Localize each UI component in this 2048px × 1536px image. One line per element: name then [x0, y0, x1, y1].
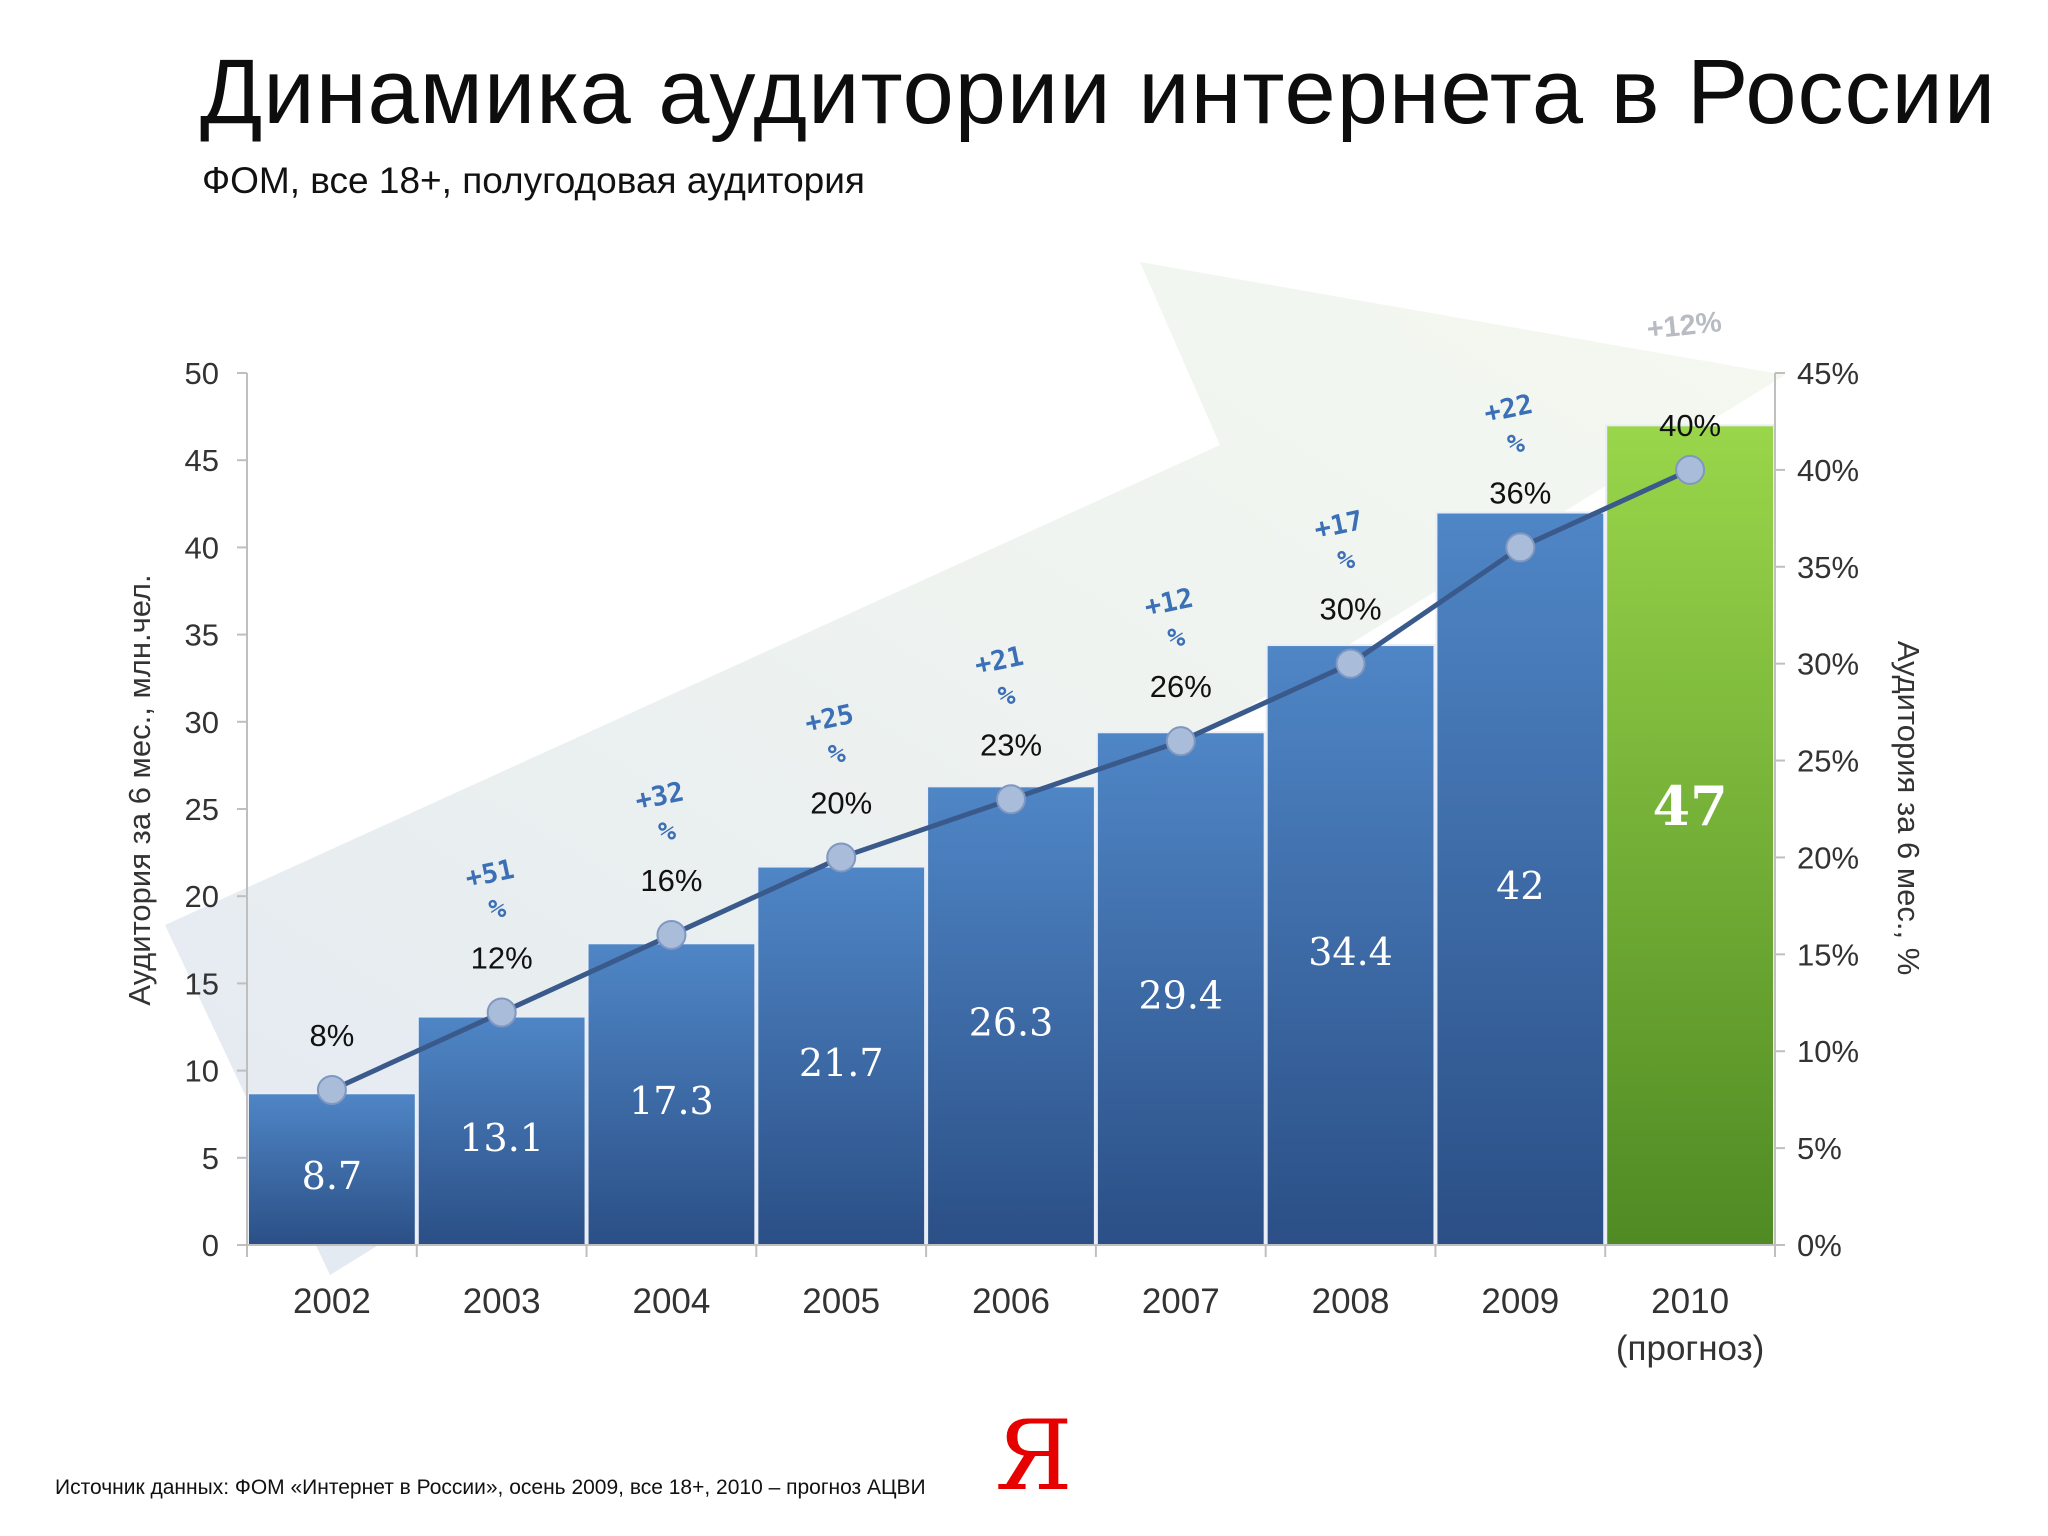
penetration-label: 16% — [640, 863, 702, 898]
penetration-point — [316, 1074, 347, 1105]
forecast-bar-2010 — [1605, 424, 1775, 1246]
forecast-growth-label: +12% — [1645, 306, 1723, 346]
left-axis-tick-label: 5 — [202, 1141, 219, 1176]
bar-value-label: 8.7 — [302, 1154, 362, 1198]
bar-value-label: 42 — [1496, 864, 1544, 908]
penetration-point — [486, 997, 517, 1028]
x-axis-tick-label: 2008 — [1312, 1282, 1390, 1321]
penetration-label: 23% — [980, 727, 1042, 762]
growth-label-unit: % — [656, 815, 679, 849]
growth-label-unit: % — [996, 679, 1019, 713]
right-axis-tick-label: 30% — [1797, 647, 1859, 682]
left-axis-tick-label: 10 — [185, 1054, 219, 1089]
left-axis-tick-label: 45 — [185, 443, 219, 478]
bar-value-label: 26.3 — [969, 1001, 1054, 1045]
penetration-point — [656, 919, 687, 950]
growth-label-unit: % — [486, 892, 509, 926]
penetration-label: 40% — [1659, 408, 1721, 443]
penetration-label: 26% — [1150, 669, 1212, 704]
penetration-point — [1675, 454, 1706, 485]
left-axis-tick-label: 40 — [185, 530, 219, 565]
right-axis-tick-label: 0% — [1797, 1228, 1842, 1263]
bar-value-label: 13.1 — [459, 1116, 544, 1160]
bar-2009 — [1435, 511, 1606, 1246]
left-axis-tick-label: 25 — [185, 792, 219, 827]
penetration-label: 8% — [309, 1018, 354, 1053]
x-axis-tick-label: 2010 — [1651, 1282, 1729, 1321]
penetration-label: 12% — [471, 940, 533, 975]
x-axis-tick-label: 2003 — [463, 1282, 541, 1321]
left-axis-tick-label: 15 — [185, 966, 219, 1001]
penetration-label: 20% — [810, 785, 872, 820]
bar-2007 — [1095, 731, 1266, 1246]
right-axis-tick-label: 15% — [1797, 937, 1859, 972]
right-axis-tick-label: 25% — [1797, 744, 1859, 779]
bar-2006 — [926, 785, 1096, 1246]
growth-label-unit: % — [1505, 427, 1528, 461]
bar-2003 — [416, 1015, 587, 1247]
penetration-label: 36% — [1489, 475, 1551, 510]
left-axis-tick-label: 20 — [185, 879, 219, 914]
bar-2004 — [586, 942, 757, 1247]
x-axis-tick-label: 2007 — [1142, 1282, 1220, 1321]
right-axis-tick-label: 5% — [1797, 1131, 1842, 1166]
bar-value-label: 17.3 — [629, 1079, 714, 1123]
bar-2005 — [756, 865, 927, 1246]
right-axis-tick-label: 45% — [1797, 356, 1859, 391]
growth-label-unit: % — [1165, 621, 1188, 655]
bar-value-label: 47 — [1653, 774, 1728, 838]
x-axis-tick-label: 2002 — [293, 1282, 371, 1321]
left-axis-tick-label: 30 — [185, 705, 219, 740]
right-axis-label: Аудитория за 6 мес., % — [1891, 641, 1926, 976]
bar-value-label: 34.4 — [1308, 930, 1393, 974]
bar-value-label: 29.4 — [1138, 974, 1223, 1018]
bar-2008 — [1265, 644, 1436, 1246]
x-axis-tick-label: 2009 — [1481, 1282, 1559, 1321]
growth-label-unit: % — [1335, 544, 1358, 578]
left-axis-tick-label: 0 — [202, 1228, 219, 1263]
yandex-logo-icon: Я — [995, 1400, 1073, 1512]
source-footnote: Источник данных: ФОМ «Интернет в России»… — [55, 1476, 926, 1499]
growth-label-unit: % — [826, 737, 849, 771]
chart-subtitle: ФОМ, все 18+, полугодовая аудитория — [202, 160, 865, 201]
penetration-point — [1165, 726, 1196, 757]
penetration-point — [996, 784, 1026, 815]
left-axis-tick-label: 50 — [185, 356, 219, 391]
penetration-label: 30% — [1320, 592, 1382, 627]
growth-label: +12% — [1142, 583, 1196, 655]
penetration-point — [1505, 532, 1536, 563]
x-axis-tick-sublabel: (прогноз) — [1616, 1329, 1764, 1368]
x-axis-tick-label: 2004 — [633, 1282, 711, 1321]
right-axis-tick-label: 35% — [1797, 550, 1859, 585]
right-axis-tick-label: 20% — [1797, 840, 1859, 875]
right-axis-tick-label: 40% — [1797, 453, 1859, 488]
right-axis-tick-label: 10% — [1797, 1034, 1859, 1069]
x-axis-tick-label: 2005 — [802, 1282, 880, 1321]
penetration-point — [1335, 648, 1366, 679]
left-axis-label: Аудитория за 6 мес., млн.чел. — [122, 574, 157, 1005]
penetration-point — [826, 842, 857, 873]
chart-title: Динамика аудитории интернета в России — [200, 41, 1997, 143]
x-axis-tick-label: 2006 — [972, 1282, 1050, 1321]
bar-value-label: 21.7 — [799, 1041, 884, 1085]
left-axis-tick-label: 35 — [185, 618, 219, 653]
